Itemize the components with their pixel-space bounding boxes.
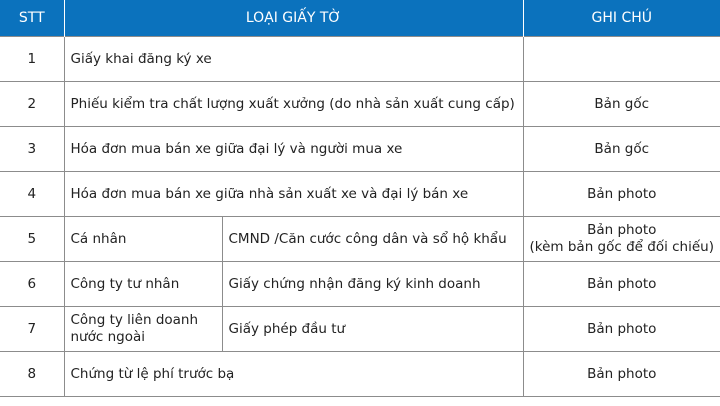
cell-note: Bản gốc <box>522 126 720 172</box>
cell-doc: CMND /Căn cước công dân và sổ hộ khẩu <box>221 216 524 262</box>
cell-note: Bản photo <box>522 306 720 352</box>
table-row: 7 Công ty liên doanh nước ngoài Giấy phé… <box>0 306 720 352</box>
cell-doc: Hóa đơn mua bán xe giữa nhà sản xuất xe … <box>63 171 524 217</box>
cell-note: Bản photo <box>522 261 720 307</box>
cell-doc: Giấy khai đăng ký xe <box>63 36 524 82</box>
cell-stt: 8 <box>0 351 65 397</box>
header-stt: STT <box>0 0 65 37</box>
cell-stt: 5 <box>0 216 65 262</box>
table-row: 4 Hóa đơn mua bán xe giữa nhà sản xuất x… <box>0 171 720 217</box>
table-row: 1 Giấy khai đăng ký xe <box>0 36 720 82</box>
cell-who: Cá nhân <box>63 216 223 262</box>
cell-doc: Giấy chứng nhận đăng ký kinh doanh <box>221 261 524 307</box>
cell-stt: 7 <box>0 306 65 352</box>
note-line-2: (kèm bản gốc để đối chiếu) <box>529 239 714 255</box>
table-row: 2 Phiếu kiểm tra chất lượng xuất xưởng (… <box>0 81 720 127</box>
cell-who: Công ty tư nhân <box>63 261 223 307</box>
cell-note: Bản gốc <box>522 81 720 127</box>
table-row: 5 Cá nhân CMND /Căn cước công dân và sổ … <box>0 216 720 262</box>
cell-note: Bản photo <box>522 351 720 397</box>
cell-who: Công ty liên doanh nước ngoài <box>63 306 223 352</box>
table-row: 3 Hóa đơn mua bán xe giữa đại lý và ngườ… <box>0 126 720 172</box>
cell-note <box>522 36 720 82</box>
cell-doc: Phiếu kiểm tra chất lượng xuất xưởng (do… <box>63 81 524 127</box>
cell-stt: 6 <box>0 261 65 307</box>
cell-doc: Giấy phép đầu tư <box>221 306 524 352</box>
cell-stt: 3 <box>0 126 65 172</box>
table-row: 8 Chứng từ lệ phí trước bạ Bản photo <box>0 351 720 397</box>
cell-note: Bản photo (kèm bản gốc để đối chiếu) <box>522 216 720 262</box>
cell-note: Bản photo <box>522 171 720 217</box>
cell-stt: 1 <box>0 36 65 82</box>
cell-stt: 2 <box>0 81 65 127</box>
table-row: 6 Công ty tư nhân Giấy chứng nhận đăng k… <box>0 261 720 307</box>
cell-doc: Hóa đơn mua bán xe giữa đại lý và người … <box>63 126 524 172</box>
header-note: GHI CHÚ <box>522 0 720 37</box>
cell-doc: Chứng từ lệ phí trước bạ <box>63 351 524 397</box>
cell-stt: 4 <box>0 171 65 217</box>
note-line: Bản photo <box>587 222 657 238</box>
documents-table: STT LOẠI GIẤY TỜ GHI CHÚ 1 Giấy khai đăn… <box>0 0 720 397</box>
table-header: STT LOẠI GIẤY TỜ GHI CHÚ <box>0 0 720 37</box>
header-type: LOẠI GIẤY TỜ <box>63 0 524 37</box>
